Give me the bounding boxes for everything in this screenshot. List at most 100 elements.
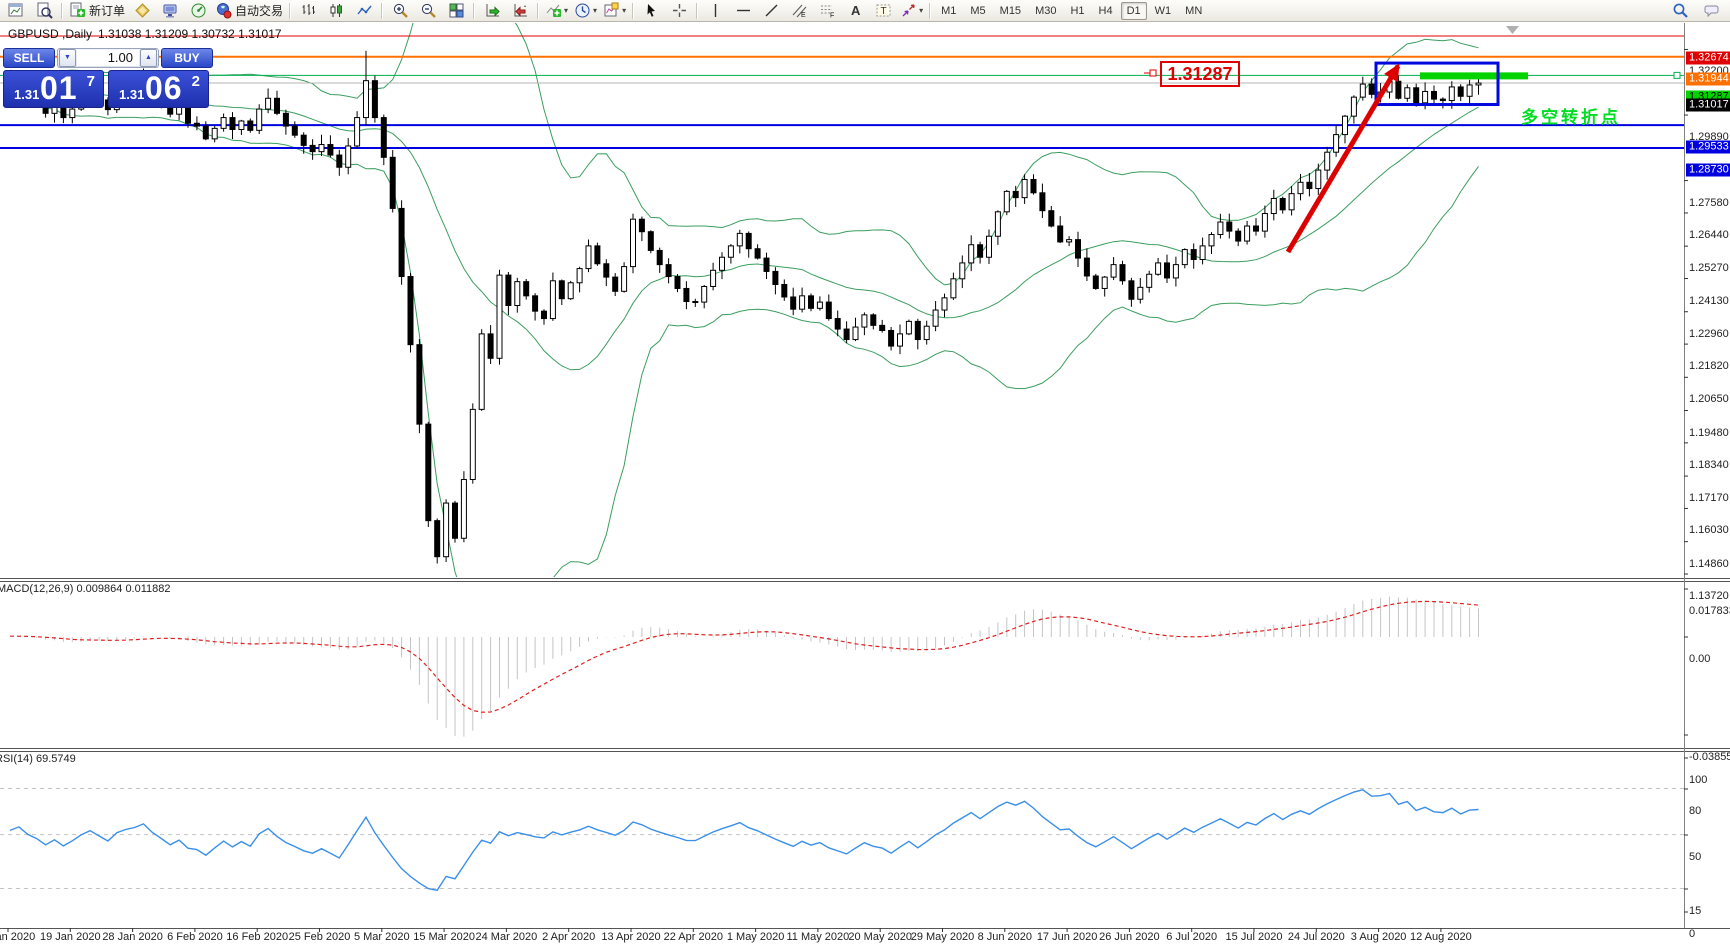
- date-label: 15 Mar 2020: [413, 931, 475, 943]
- chat-button[interactable]: [1698, 0, 1726, 22]
- price-tick-label: 1.13720: [1689, 590, 1729, 603]
- sell-price-display[interactable]: 1.31 01 7: [3, 70, 104, 108]
- dropdown-caret-icon[interactable]: ▾: [564, 6, 569, 15]
- toolbar: 新订单 自动交易 ▾ ▾ ▾ E F A T ▾ M1 M5 M15 M30 H1 H4 D1 W1 MN: [0, 0, 1730, 22]
- autotrading-button[interactable]: 自动交易: [212, 0, 286, 22]
- rsi-value: 69.5749: [35, 753, 76, 765]
- arrows-icon: [900, 2, 917, 19]
- price-tick-label: 1.22960: [1689, 327, 1729, 340]
- tile-windows-button[interactable]: [442, 0, 470, 22]
- date-label: 5 Mar 2020: [353, 931, 410, 943]
- text-tool-button[interactable]: A: [841, 0, 869, 22]
- price-tick-label: 1.18340: [1689, 458, 1729, 471]
- tile-windows-icon: [448, 2, 465, 19]
- buy-button[interactable]: BUY: [161, 47, 213, 68]
- line-chart-icon: [356, 2, 373, 19]
- timeframe-m30-button[interactable]: M30: [1035, 4, 1057, 17]
- sell-button[interactable]: SELL: [3, 47, 55, 68]
- fibonacci-icon: F: [819, 2, 836, 19]
- sell-price-big: 01: [40, 70, 78, 106]
- strategy-tester-button[interactable]: [184, 0, 212, 22]
- timeframe-d1-button[interactable]: D1: [1120, 1, 1147, 20]
- timeframe-w1-button[interactable]: W1: [1154, 4, 1172, 17]
- label-anchor-handle[interactable]: [1149, 69, 1157, 77]
- auto-scroll-button[interactable]: [478, 0, 506, 22]
- cursor-icon: [643, 2, 660, 19]
- chart-title: GBPUSD ,Daily 1.31038 1.31209 1.30732 1.3…: [8, 27, 282, 41]
- sell-price-prefix: 1.31: [14, 87, 40, 102]
- timeframe-m15-button[interactable]: M15: [999, 4, 1022, 17]
- volume-input[interactable]: 1.00: [77, 49, 139, 66]
- chart-preview-icon: [36, 2, 53, 19]
- price-tick-label: 1.27580: [1689, 196, 1729, 209]
- zoom-out-icon: [420, 2, 437, 19]
- metaeditor-button[interactable]: [128, 0, 156, 22]
- svg-text:F: F: [830, 13, 834, 20]
- timeframe-m5-button[interactable]: M5: [970, 4, 986, 17]
- buy-price-display[interactable]: 1.31 06 2: [108, 70, 209, 108]
- price-annotation-label[interactable]: 1.31287: [1160, 61, 1240, 87]
- timeframe-mn-button[interactable]: MN: [1185, 4, 1203, 17]
- date-label: 8 Jun 2020: [977, 931, 1033, 943]
- text-label-tool-button[interactable]: T: [869, 0, 897, 22]
- price-tick-label: 1.24130: [1689, 294, 1729, 307]
- symbol-period-label: GBPUSD ,Daily: [8, 27, 93, 41]
- periods-button[interactable]: ▾: [571, 0, 600, 22]
- channel-icon: E: [791, 2, 808, 19]
- zoom-in-button[interactable]: [386, 0, 414, 22]
- one-click-trade-panel: SELL ▼ 1.00 ▲ BUY 1.31 01 7 1.31 06 2: [3, 47, 213, 108]
- date-label: 11 May 2020: [786, 931, 850, 943]
- indicators-list-button[interactable]: ▾: [542, 0, 571, 22]
- candle-chart-mode-button[interactable]: [322, 0, 350, 22]
- chart-canvas: [0, 23, 1730, 932]
- date-label: 20 May 2020: [848, 931, 912, 943]
- cursor-tool-button[interactable]: [637, 0, 665, 22]
- price-level-chip: 1.29533: [1686, 140, 1730, 154]
- timeframe-h4-button[interactable]: H4: [1098, 4, 1113, 17]
- profile-charts-button[interactable]: [30, 0, 58, 22]
- new-order-icon: [69, 2, 86, 19]
- dropdown-caret-icon[interactable]: ▾: [593, 6, 598, 15]
- date-label: 26 Jun 2020: [1099, 931, 1160, 943]
- timeframe-h1-button[interactable]: H1: [1070, 4, 1085, 17]
- date-label: 24 Jul 2020: [1287, 931, 1345, 943]
- crosshair-icon: [671, 2, 688, 19]
- dropdown-caret-icon[interactable]: ▾: [919, 6, 924, 15]
- cn-annotation-text[interactable]: 多空转折点: [1521, 108, 1621, 127]
- zoom-out-button[interactable]: [414, 0, 442, 22]
- volume-decrease-button[interactable]: ▼: [59, 48, 76, 67]
- templates-icon: [603, 2, 620, 19]
- terminal-button[interactable]: [156, 0, 184, 22]
- timeframe-m1-button[interactable]: M1: [941, 4, 957, 17]
- dropdown-caret-icon[interactable]: ▾: [622, 6, 627, 15]
- arrows-tool-button[interactable]: ▾: [897, 0, 926, 22]
- red-trend-arrow[interactable]: [1285, 63, 1401, 254]
- charts-list-button[interactable]: [2, 0, 30, 22]
- blue-consolidation-box[interactable]: [1374, 61, 1500, 107]
- crosshair-tool-button[interactable]: [665, 0, 693, 22]
- candles-layer: [7, 50, 1482, 564]
- hline-handle[interactable]: [1673, 71, 1681, 79]
- price-tick-label: 1.29890: [1689, 131, 1729, 144]
- templates-button[interactable]: ▾: [600, 0, 629, 22]
- macd-indicator-label: MACD(12,26,9) 0.009864 0.011882: [0, 583, 171, 595]
- zoom-in-icon: [392, 2, 409, 19]
- svg-text:A: A: [851, 3, 861, 18]
- buy-price-sup: 2: [191, 73, 200, 90]
- search-button[interactable]: [1666, 0, 1694, 22]
- current-bid-chip: 1.31017: [1686, 98, 1730, 112]
- buy-price-big: 06: [145, 70, 183, 106]
- hline-tool-button[interactable]: [729, 0, 757, 22]
- channel-tool-button[interactable]: E: [785, 0, 813, 22]
- green-resistance-bar[interactable]: [1420, 72, 1528, 80]
- bar-chart-mode-button[interactable]: [294, 0, 322, 22]
- trendline-tool-button[interactable]: [757, 0, 785, 22]
- vline-tool-button[interactable]: [701, 0, 729, 22]
- volume-increase-button[interactable]: ▲: [140, 48, 157, 67]
- toolbar-separator: [381, 2, 384, 19]
- fibonacci-tool-button[interactable]: F: [813, 0, 841, 22]
- line-chart-mode-button[interactable]: [350, 0, 378, 22]
- new-order-button[interactable]: 新订单: [66, 0, 128, 22]
- chart-shift-marker[interactable]: [1506, 26, 1519, 34]
- chart-shift-button[interactable]: [506, 0, 534, 22]
